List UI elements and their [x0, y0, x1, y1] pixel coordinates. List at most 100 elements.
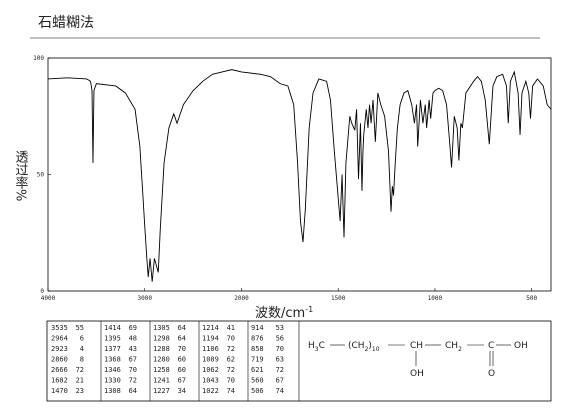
peak-transmittance: 72	[227, 366, 235, 374]
peak-wavenumber: 1414	[104, 324, 121, 332]
peak-transmittance: 69	[129, 324, 137, 332]
peak-wavenumber: 1682	[51, 377, 68, 385]
peak-wavenumber: 914	[251, 324, 264, 332]
peak-wavenumber: 1043	[202, 377, 219, 385]
peak-transmittance: 6	[80, 335, 84, 343]
peak-wavenumber: 1377	[104, 345, 121, 353]
y-tick-label: 50	[37, 172, 45, 179]
peak-transmittance: 60	[178, 366, 186, 374]
peak-wavenumber: 2964	[51, 335, 68, 343]
peak-wavenumber: 1330	[104, 377, 121, 385]
structure-group: OH	[514, 341, 528, 351]
peak-transmittance: 60	[178, 356, 186, 364]
spectrum-line	[47, 69, 552, 282]
peak-wavenumber: 1106	[202, 345, 219, 353]
peak-transmittance: 48	[129, 335, 137, 343]
peak-transmittance: 67	[129, 356, 137, 364]
peak-wavenumber: 3535	[51, 324, 68, 332]
structure-text: )	[368, 341, 372, 351]
x-tick-label: 500	[526, 295, 537, 302]
structure-text: CH	[445, 341, 458, 351]
peak-transmittance: 62	[227, 356, 235, 364]
peak-wavenumber: 1470	[51, 387, 68, 395]
peak-wavenumber: 1062	[202, 366, 219, 374]
peak-transmittance: 41	[227, 324, 235, 332]
structure-text: CH	[410, 341, 423, 351]
peak-wavenumber: 1089	[202, 356, 219, 364]
peak-transmittance: 43	[129, 345, 137, 353]
peak-transmittance: 70	[227, 335, 235, 343]
peak-wavenumber: 1308	[104, 387, 121, 395]
peak-wavenumber: 858	[251, 345, 264, 353]
structure-group: CH	[410, 341, 423, 351]
peak-wavenumber: 2666	[51, 366, 68, 374]
y-tick-label: 0	[40, 288, 44, 295]
peak-wavenumber: 1298	[153, 335, 170, 343]
structure-subscript: 10	[372, 346, 380, 353]
peak-wavenumber: 719	[251, 356, 264, 364]
page-title: 石蜡糊法	[38, 15, 94, 31]
structure-group: CH2	[445, 341, 462, 353]
peak-transmittance: 72	[276, 366, 284, 374]
peak-wavenumber: 1022	[202, 387, 219, 395]
structure-text: C	[488, 341, 494, 351]
structure-group: H3C	[308, 341, 325, 353]
structure-text: OH	[514, 341, 528, 351]
structure-subscript: 2	[458, 346, 462, 353]
peak-transmittance: 67	[276, 377, 284, 385]
peak-wavenumber: 1288	[153, 345, 170, 353]
peak-transmittance: 63	[276, 356, 284, 364]
peak-wavenumber: 1280	[153, 356, 170, 364]
structure-text: C	[319, 341, 325, 351]
structure-branch: OH	[410, 369, 424, 379]
peak-transmittance: 70	[276, 345, 284, 353]
peak-transmittance: 53	[276, 324, 284, 332]
peak-transmittance: 72	[76, 366, 84, 374]
peak-wavenumber: 2860	[51, 356, 68, 364]
plot-frame	[47, 57, 552, 292]
peak-transmittance: 74	[276, 387, 284, 395]
peak-transmittance: 67	[178, 377, 186, 385]
peak-wavenumber: 876	[251, 335, 264, 343]
structure-subscript: 3	[315, 346, 319, 353]
peak-wavenumber: 506	[251, 387, 264, 395]
peak-transmittance: 64	[129, 387, 137, 395]
structure-text: (CH	[348, 341, 365, 351]
peak-transmittance: 4	[80, 345, 84, 353]
x-tick-label: 2000	[234, 295, 249, 302]
x-tick-label: 1000	[428, 295, 443, 302]
structure-subscript: 2	[365, 346, 369, 353]
x-tick-label: 4000	[41, 295, 56, 302]
peak-transmittance: 64	[178, 324, 186, 332]
structure-branch: O	[488, 369, 495, 379]
peak-wavenumber: 1346	[104, 366, 121, 374]
structure-group: (CH2)10	[348, 341, 380, 353]
peak-transmittance: 74	[227, 387, 235, 395]
peak-transmittance: 70	[227, 377, 235, 385]
peak-transmittance: 72	[129, 377, 137, 385]
structure-text: H	[308, 341, 315, 351]
peak-wavenumber: 1258	[153, 366, 170, 374]
peak-wavenumber: 1194	[202, 335, 219, 343]
x-tick-label: 3000	[138, 295, 153, 302]
peak-wavenumber: 1368	[104, 356, 121, 364]
peak-wavenumber: 2923	[51, 345, 68, 353]
x-axis-label: 波数/cm-1	[255, 305, 313, 321]
peak-wavenumber: 1305	[153, 324, 170, 332]
peak-transmittance: 34	[178, 387, 186, 395]
peak-wavenumber: 1241	[153, 377, 170, 385]
y-axis-label: 透过率%	[13, 150, 29, 201]
peak-transmittance: 72	[227, 345, 235, 353]
peak-transmittance: 23	[76, 387, 84, 395]
peak-wavenumber: 1227	[153, 387, 170, 395]
peak-wavenumber: 1395	[104, 335, 121, 343]
peak-transmittance: 64	[178, 335, 186, 343]
peak-transmittance: 8	[80, 356, 84, 364]
x-tick-label: 1500	[331, 295, 346, 302]
x-axis-label-sup: -1	[305, 305, 313, 314]
structure-group: C	[488, 341, 494, 351]
peak-wavenumber: 560	[251, 377, 264, 385]
peak-transmittance: 56	[276, 335, 284, 343]
peak-wavenumber: 1214	[202, 324, 219, 332]
